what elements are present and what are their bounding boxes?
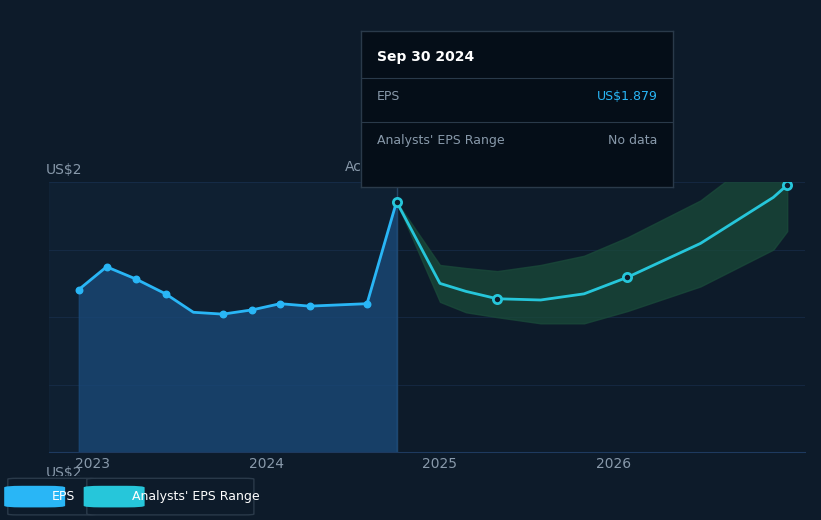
Text: Actual: Actual	[346, 160, 389, 174]
Text: EPS: EPS	[377, 90, 400, 103]
FancyBboxPatch shape	[8, 478, 96, 515]
Point	[100, 263, 113, 271]
Text: Sep 30 2024: Sep 30 2024	[377, 50, 474, 64]
Point	[216, 310, 229, 318]
Point	[303, 302, 316, 310]
FancyBboxPatch shape	[84, 486, 144, 508]
Bar	[49, 182, 397, 452]
Text: US$2: US$2	[45, 163, 82, 177]
Text: Analysts' EPS Range: Analysts' EPS Range	[131, 490, 259, 503]
Text: EPS: EPS	[52, 490, 76, 503]
FancyBboxPatch shape	[87, 478, 254, 515]
Text: No data: No data	[608, 134, 658, 147]
Point	[390, 198, 403, 206]
Text: Analysts' EPS Range: Analysts' EPS Range	[377, 134, 504, 147]
Point	[72, 285, 85, 294]
Point	[159, 290, 172, 298]
Point	[130, 275, 143, 283]
Point	[245, 306, 259, 314]
Point	[781, 181, 794, 189]
FancyBboxPatch shape	[4, 486, 65, 508]
Point	[360, 300, 374, 308]
Text: Analysts Forecasts: Analysts Forecasts	[404, 160, 533, 174]
Point	[273, 300, 287, 308]
Text: US$1.879: US$1.879	[597, 90, 658, 103]
Point	[621, 273, 634, 281]
Point	[491, 295, 504, 303]
Text: US$2: US$2	[45, 466, 82, 480]
